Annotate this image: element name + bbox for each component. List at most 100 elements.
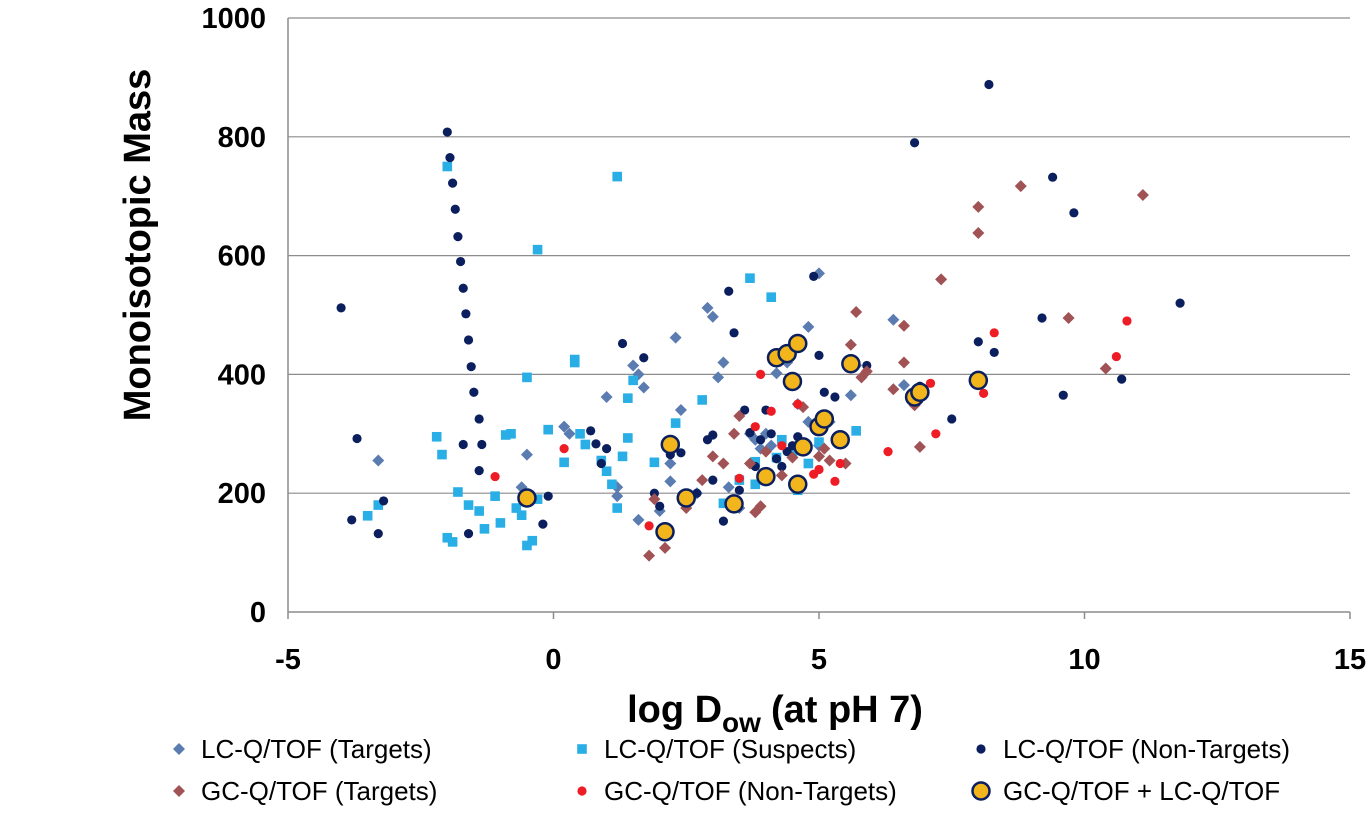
x-axis-title-main: log D — [627, 689, 722, 731]
data-point — [830, 429, 850, 450]
data-point — [823, 454, 836, 467]
series-5 — [517, 333, 989, 542]
data-point — [458, 439, 468, 450]
data-point — [766, 292, 777, 302]
data-point — [697, 395, 707, 405]
data-point — [373, 528, 383, 539]
data-point — [586, 426, 596, 436]
x-tick-label: 10 — [1068, 644, 1100, 676]
data-point — [766, 429, 776, 439]
y-tick-label: 0 — [250, 597, 266, 629]
data-point — [743, 457, 756, 470]
data-point — [455, 256, 466, 267]
legend-entry: LC-Q/TOF (Non-Targets) — [976, 734, 1290, 764]
data-point — [445, 152, 455, 163]
data-point — [649, 457, 660, 468]
data-point — [793, 437, 813, 457]
data-point — [659, 541, 672, 554]
data-point — [516, 510, 527, 520]
data-point — [1069, 208, 1079, 218]
data-point — [777, 461, 787, 472]
legend-marker — [577, 744, 587, 754]
data-point — [674, 404, 687, 417]
data-point — [717, 457, 730, 470]
data-point — [777, 434, 787, 445]
data-point — [793, 399, 803, 409]
data-point — [724, 494, 744, 514]
data-point — [378, 496, 389, 506]
data-point — [543, 491, 553, 501]
y-axis-title: Monoisotopic Mass — [117, 69, 159, 422]
data-point — [1058, 390, 1068, 400]
data-point — [844, 389, 857, 402]
data-point — [717, 356, 730, 369]
data-point — [639, 353, 649, 363]
data-point — [897, 356, 910, 369]
data-point — [1122, 316, 1132, 326]
data-point — [745, 273, 755, 283]
data-point — [431, 431, 442, 442]
data-point — [1048, 172, 1058, 182]
data-point — [522, 372, 532, 383]
data-point — [559, 444, 569, 454]
data-point — [520, 448, 533, 461]
data-point — [788, 333, 808, 354]
data-point — [644, 521, 654, 531]
data-point — [968, 370, 989, 391]
legend: LC-Q/TOF (Targets) LC-Q/TOF (Suspects) LC-… — [173, 734, 1290, 806]
data-point — [461, 309, 471, 319]
data-point — [463, 500, 474, 510]
y-tick-label: 400 — [218, 359, 266, 391]
data-point — [463, 335, 474, 345]
data-point — [782, 447, 792, 457]
data-point — [1111, 351, 1121, 362]
legend-marker — [577, 786, 587, 796]
data-point — [910, 382, 930, 402]
data-point — [637, 381, 650, 394]
data-point — [701, 301, 714, 314]
y-tick-label: 800 — [218, 122, 266, 154]
data-point — [814, 464, 824, 475]
x-tick-label: 15 — [1334, 644, 1366, 676]
data-point — [463, 528, 474, 539]
data-point — [522, 540, 532, 551]
data-point — [362, 510, 373, 521]
data-point — [706, 310, 719, 323]
data-point — [474, 506, 484, 516]
x-tick-label: -5 — [275, 644, 301, 676]
data-point — [733, 409, 746, 422]
data-point — [989, 347, 999, 358]
data-point — [500, 430, 511, 440]
data-point — [984, 79, 994, 90]
data-point — [802, 320, 815, 333]
data-point — [766, 406, 776, 416]
x-tick-labels: -5 0 5 10 15 — [275, 644, 1366, 676]
data-point — [708, 430, 718, 440]
data-point — [835, 458, 845, 469]
data-point — [352, 433, 362, 444]
data-point — [670, 418, 681, 428]
data-point — [442, 161, 453, 172]
data-point — [676, 448, 686, 458]
data-point — [860, 365, 873, 378]
axes — [287, 18, 1351, 619]
data-point — [600, 390, 613, 403]
data-point — [447, 537, 458, 547]
data-point — [1037, 313, 1047, 323]
data-point — [664, 475, 677, 488]
data-point — [601, 466, 612, 477]
data-point — [844, 338, 857, 351]
data-point — [558, 420, 571, 433]
x-tick-label: 5 — [811, 644, 827, 676]
data-point — [517, 488, 537, 508]
data-point — [1014, 180, 1027, 193]
data-point — [740, 405, 750, 415]
legend-marker — [173, 785, 185, 797]
grid-lines — [288, 17, 1350, 494]
data-point — [664, 457, 677, 470]
x-axis-title-suffix: (at pH 7) — [771, 689, 923, 731]
data-point — [883, 447, 893, 457]
data-point — [755, 435, 766, 445]
data-point — [696, 474, 709, 487]
